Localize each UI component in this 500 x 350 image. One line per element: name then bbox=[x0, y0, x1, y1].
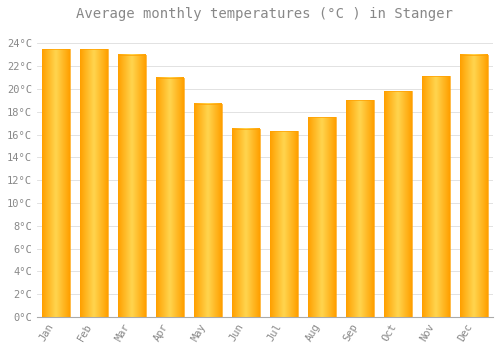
Title: Average monthly temperatures (°C ) in Stanger: Average monthly temperatures (°C ) in St… bbox=[76, 7, 454, 21]
